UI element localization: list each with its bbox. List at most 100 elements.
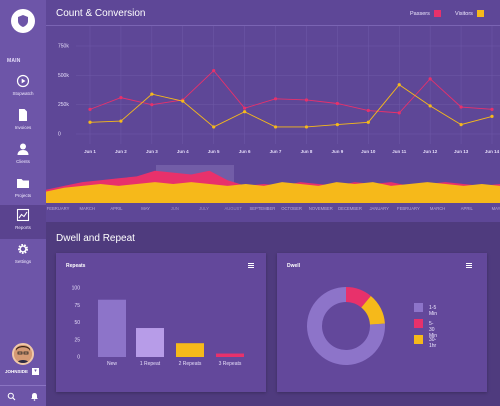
bar-1-repeat [136,328,164,357]
x-tick-label: Jun 8 [301,149,313,154]
dwell-donut-chart[interactable] [277,253,487,392]
data-point-visitors [428,104,432,108]
data-point-visitors [490,114,494,118]
data-point-passers [88,107,92,111]
y-tick-label: 100 [72,286,81,292]
month-label[interactable]: APRIL [110,206,123,211]
y-tick-label: 250k [58,102,69,108]
bell-icon[interactable] [30,392,39,401]
sidebar-item-label: Projects [14,193,32,198]
month-label[interactable]: JUN [170,206,179,211]
gear-icon [18,244,28,254]
sidebar-item-label: Invoices [14,125,32,130]
month-label[interactable]: DECEMBER [338,206,362,211]
data-point-passers [335,101,339,106]
data-point-passers [119,96,123,100]
data-point-passers [459,105,463,109]
month-label[interactable]: NOVEMBER [308,206,333,211]
y-tick-label: 50 [74,320,80,326]
data-point-passers [490,107,494,111]
month-label[interactable]: OCTOBER [281,206,302,211]
y-tick-label: 0 [58,132,61,138]
sidebar-item-label: Stopwatch [12,91,34,96]
bar-2-repeats [176,343,204,357]
bar-new [98,299,126,357]
month-label[interactable]: AUGUST [224,206,242,211]
donut-slice-30-1hr [361,295,385,325]
x-tick-label: Jun 10 [361,149,376,154]
month-label[interactable]: SEPTEMBER [249,206,276,211]
sidebar-item-reports[interactable]: Reports [0,205,46,239]
month-label[interactable]: JULY [199,206,209,211]
y-tick-label: 750k [58,44,69,50]
legend-swatch [476,10,484,17]
panel-title: Count & Conversion [56,8,146,19]
data-point-visitors [397,83,401,87]
sidebar-item-settings[interactable]: Settings [0,239,46,273]
sidebar: MAIN Stopwatch Invoices Clients Projects… [0,0,46,406]
month-label[interactable]: MARCH [429,206,446,211]
data-point-passers [243,106,247,110]
x-tick-label: Jun 6 [239,149,251,154]
data-point-passers [397,111,401,115]
y-tick-label: 0 [77,355,80,361]
data-point-visitors [150,92,154,96]
repeats-bar-chart[interactable]: 0 25 50 75 100 New 1 Repeat 2 Repeats 3 Repeats [56,253,266,392]
document-icon [19,109,27,121]
overview-area-chart[interactable] [46,165,500,203]
data-point-passers [428,77,432,81]
legend-label: 30-1hr [429,337,437,349]
data-point-visitors [119,119,123,123]
dwell-card: Dwell 1-5 Min 5-30 Min 30-1hr [277,253,487,392]
sidebar-item-invoices[interactable]: Invoices [0,105,46,139]
legend-label: 5-30 Min [429,321,438,339]
data-point-passers [273,97,278,101]
menu-icon[interactable] [248,263,254,269]
data-point-visitors [88,120,92,124]
month-label[interactable]: JANUARY [369,206,389,211]
card-title: Repeats [66,263,86,269]
count-conversion-line-chart[interactable]: 0 250k 500k 750k Jun 1 Jun 2 Jun 3 Jun 4 Jun 5 Ju… [46,26,500,163]
data-point-visitors [335,123,339,127]
data-point-passers [304,98,309,102]
x-tick-label: Jun 14 [485,149,500,154]
folder-icon [17,179,29,188]
section-label-main: MAIN [7,58,21,64]
avatar[interactable] [12,343,34,365]
menu-icon[interactable] [466,263,472,269]
x-tick-label: Jun 13 [454,149,469,154]
series-line-visitors [89,84,493,128]
month-label[interactable]: FEBRUARY [46,206,70,211]
legend-swatch [414,335,423,344]
series-line-passers [89,69,493,114]
month-label[interactable]: MAY [141,206,150,211]
shield-logo-icon[interactable] [11,9,35,33]
data-point-visitors [366,120,370,124]
sidebar-item-projects[interactable]: Projects [0,173,46,207]
legend-swatch [414,319,423,328]
data-point-passers [212,69,216,73]
x-tick-label: Jun 2 [115,149,127,154]
month-label[interactable]: MAY [491,206,500,211]
legend-swatch [433,10,441,17]
bar-3-repeats [216,353,244,357]
x-tick-label: Jun 12 [423,149,438,154]
chart-icon [16,208,30,222]
month-label[interactable]: APRIL [460,206,473,211]
month-range-selector[interactable]: FEBRUARY MARCH APRIL MAY JUN JULY AUGUST SEPTEM… [46,203,500,216]
data-point-visitors [459,123,463,127]
sidebar-item-clients[interactable]: Clients [0,139,46,173]
x-tick-label: 3 Repeats [219,361,242,367]
sidebar-item-stopwatch[interactable]: Stopwatch [0,71,46,105]
user-dropdown-button[interactable]: ▾ [32,368,39,375]
x-tick-label: Jun 7 [270,149,282,154]
legend-visitors: Visitors [455,10,484,17]
play-circle-icon [16,74,30,88]
month-label[interactable]: MARCH [79,206,95,211]
y-tick-label: 75 [74,303,80,309]
x-tick-label: 1 Repeat [140,361,161,367]
repeats-card: 0 25 50 75 100 New 1 Repeat 2 Repeats 3 Repeats … [56,253,266,392]
data-point-passers [150,103,154,107]
month-label[interactable]: FEBRUARY [397,206,420,211]
search-icon[interactable] [7,392,16,401]
